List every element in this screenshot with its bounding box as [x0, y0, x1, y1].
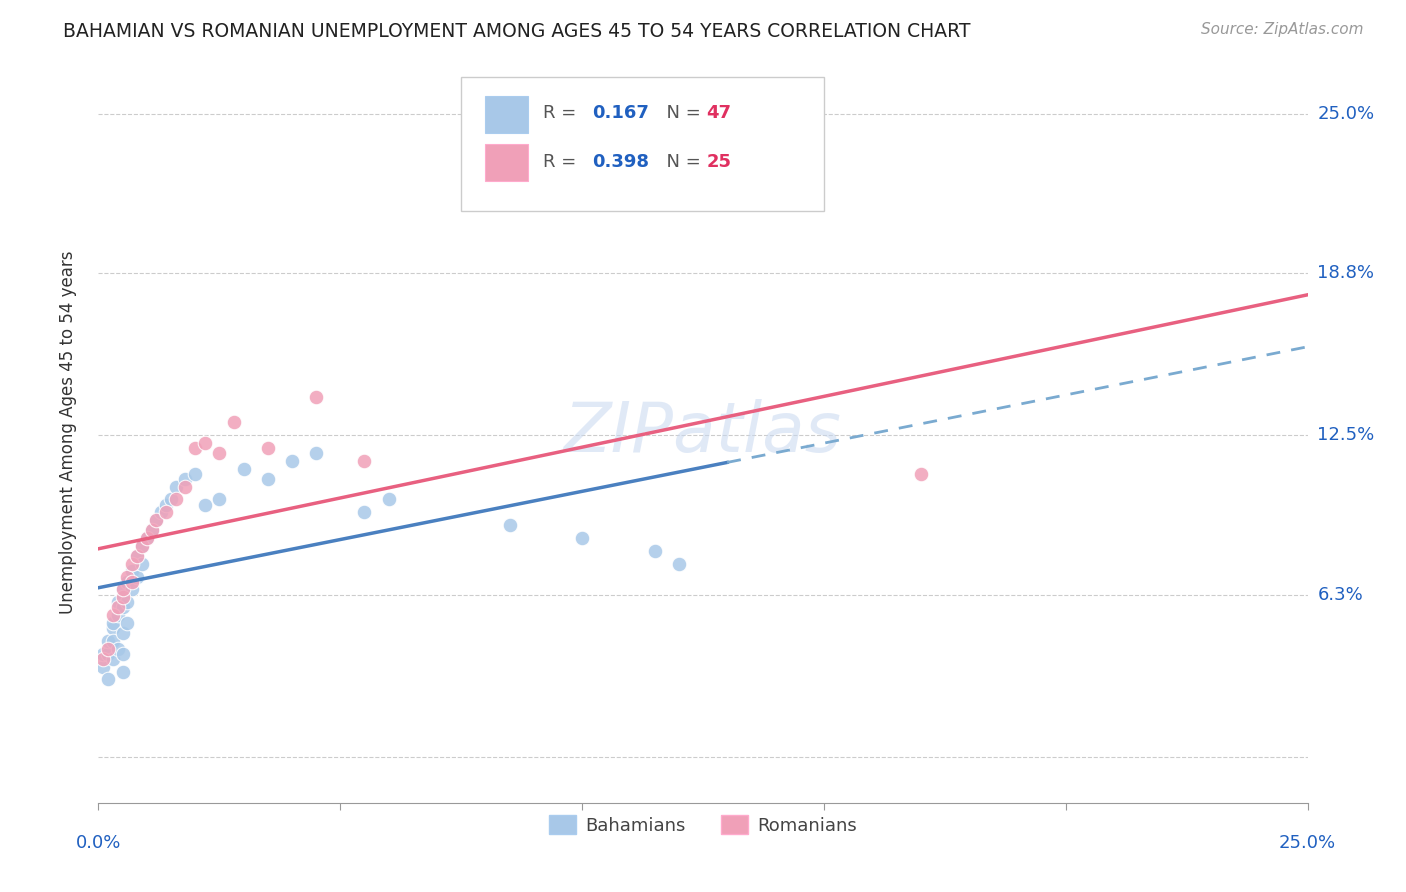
Romanians — [101, 608, 124, 623]
Bahamians — [160, 492, 183, 507]
Bahamians — [117, 574, 139, 589]
Bahamians — [353, 505, 375, 519]
Text: 0.398: 0.398 — [592, 153, 648, 171]
Bahamians — [121, 582, 143, 597]
Bahamians — [644, 544, 666, 558]
Text: BAHAMIAN VS ROMANIAN UNEMPLOYMENT AMONG AGES 45 TO 54 YEARS CORRELATION CHART: BAHAMIAN VS ROMANIAN UNEMPLOYMENT AMONG … — [63, 22, 970, 41]
Bahamians — [111, 647, 134, 661]
Bahamians — [668, 557, 690, 571]
Bahamians — [101, 633, 124, 648]
Romanians — [145, 513, 167, 527]
Bahamians — [184, 467, 207, 481]
Bahamians — [101, 652, 124, 666]
Text: 25.0%: 25.0% — [1317, 105, 1375, 123]
Bahamians — [305, 446, 328, 460]
Text: N =: N = — [655, 153, 706, 171]
Text: 25: 25 — [707, 153, 731, 171]
Bahamians — [97, 673, 120, 687]
Bahamians — [127, 549, 149, 563]
FancyBboxPatch shape — [485, 95, 527, 133]
Bahamians — [174, 472, 197, 486]
Bahamians — [165, 480, 187, 494]
Bahamians — [150, 505, 173, 519]
Bahamians — [107, 608, 129, 623]
Romanians — [174, 480, 197, 494]
Romanians — [256, 441, 278, 455]
Bahamians — [135, 531, 157, 545]
Bahamians — [111, 626, 134, 640]
Text: 25.0%: 25.0% — [1279, 834, 1336, 852]
FancyBboxPatch shape — [485, 144, 527, 181]
Romanians — [194, 436, 217, 450]
Bahamians — [131, 539, 153, 553]
Bahamians — [101, 615, 124, 630]
Text: R =: R = — [543, 153, 582, 171]
Romanians — [305, 390, 328, 404]
Bahamians — [127, 569, 149, 583]
Text: Unemployment Among Ages 45 to 54 years: Unemployment Among Ages 45 to 54 years — [59, 251, 77, 615]
Bahamians — [232, 461, 254, 475]
Bahamians — [208, 492, 231, 507]
Romanians — [208, 446, 231, 460]
Romanians — [141, 524, 163, 538]
Bahamians — [256, 472, 278, 486]
Bahamians — [111, 582, 134, 597]
Text: 47: 47 — [707, 103, 731, 122]
Romanians — [910, 467, 932, 481]
Bahamians — [194, 498, 217, 512]
Text: 18.8%: 18.8% — [1317, 264, 1374, 282]
Romanians — [127, 549, 149, 563]
FancyBboxPatch shape — [461, 78, 824, 211]
Romanians — [165, 492, 187, 507]
Bahamians — [571, 531, 593, 545]
Legend: Bahamians, Romanians: Bahamians, Romanians — [541, 808, 865, 842]
Bahamians — [97, 633, 120, 648]
Text: 0.0%: 0.0% — [76, 834, 121, 852]
Bahamians — [498, 518, 520, 533]
Bahamians — [107, 595, 129, 609]
Romanians — [97, 641, 120, 656]
Bahamians — [91, 659, 114, 673]
Romanians — [155, 505, 177, 519]
Romanians — [91, 652, 114, 666]
Bahamians — [281, 454, 304, 468]
Bahamians — [141, 524, 163, 538]
Bahamians — [117, 615, 139, 630]
Romanians — [111, 582, 134, 597]
Bahamians — [111, 600, 134, 615]
Bahamians — [91, 647, 114, 661]
Romanians — [111, 590, 134, 604]
Romanians — [121, 557, 143, 571]
Romanians — [121, 574, 143, 589]
Bahamians — [117, 595, 139, 609]
Bahamians — [97, 647, 120, 661]
Romanians — [184, 441, 207, 455]
Romanians — [222, 415, 245, 429]
Bahamians — [377, 492, 399, 507]
Bahamians — [107, 641, 129, 656]
Bahamians — [131, 557, 153, 571]
Bahamians — [145, 513, 167, 527]
Bahamians — [155, 498, 177, 512]
Romanians — [107, 600, 129, 615]
Text: N =: N = — [655, 103, 706, 122]
Romanians — [117, 569, 139, 583]
Bahamians — [121, 565, 143, 579]
Text: R =: R = — [543, 103, 582, 122]
Bahamians — [111, 665, 134, 679]
Bahamians — [101, 621, 124, 635]
Romanians — [353, 454, 375, 468]
Text: Source: ZipAtlas.com: Source: ZipAtlas.com — [1201, 22, 1364, 37]
Romanians — [131, 539, 153, 553]
Romanians — [135, 531, 157, 545]
Text: 6.3%: 6.3% — [1317, 585, 1362, 604]
Text: 0.167: 0.167 — [592, 103, 648, 122]
Text: 12.5%: 12.5% — [1317, 426, 1375, 444]
Text: ZIPatlas: ZIPatlas — [564, 399, 842, 467]
